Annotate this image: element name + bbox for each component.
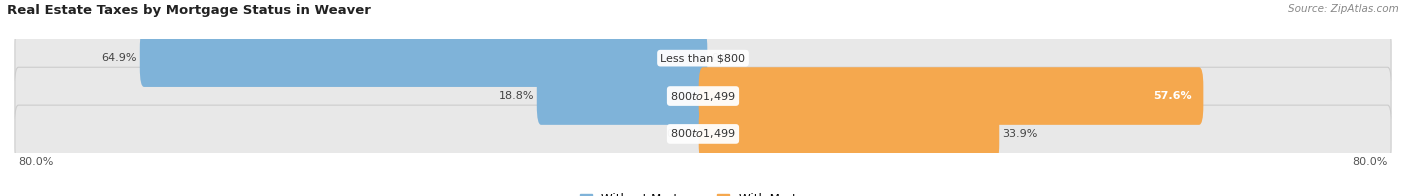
FancyBboxPatch shape [699,105,1000,163]
Text: 0.0%: 0.0% [711,53,740,63]
Text: 80.0%: 80.0% [1353,157,1388,167]
Text: Less than $800: Less than $800 [661,53,745,63]
Text: 18.8%: 18.8% [499,91,534,101]
Text: 80.0%: 80.0% [18,157,53,167]
FancyBboxPatch shape [15,29,1391,87]
Legend: Without Mortgage, With Mortgage: Without Mortgage, With Mortgage [581,193,825,196]
FancyBboxPatch shape [15,105,1391,163]
FancyBboxPatch shape [699,67,1204,125]
FancyBboxPatch shape [139,29,707,87]
FancyBboxPatch shape [537,67,707,125]
FancyBboxPatch shape [15,67,1391,125]
Text: $800 to $1,499: $800 to $1,499 [671,127,735,140]
Text: 33.9%: 33.9% [1002,129,1038,139]
Text: 64.9%: 64.9% [101,53,138,63]
Text: Real Estate Taxes by Mortgage Status in Weaver: Real Estate Taxes by Mortgage Status in … [7,4,371,17]
Text: 57.6%: 57.6% [1153,91,1192,101]
Text: Source: ZipAtlas.com: Source: ZipAtlas.com [1288,4,1399,14]
Text: 0.0%: 0.0% [666,129,695,139]
Text: $800 to $1,499: $800 to $1,499 [671,90,735,103]
